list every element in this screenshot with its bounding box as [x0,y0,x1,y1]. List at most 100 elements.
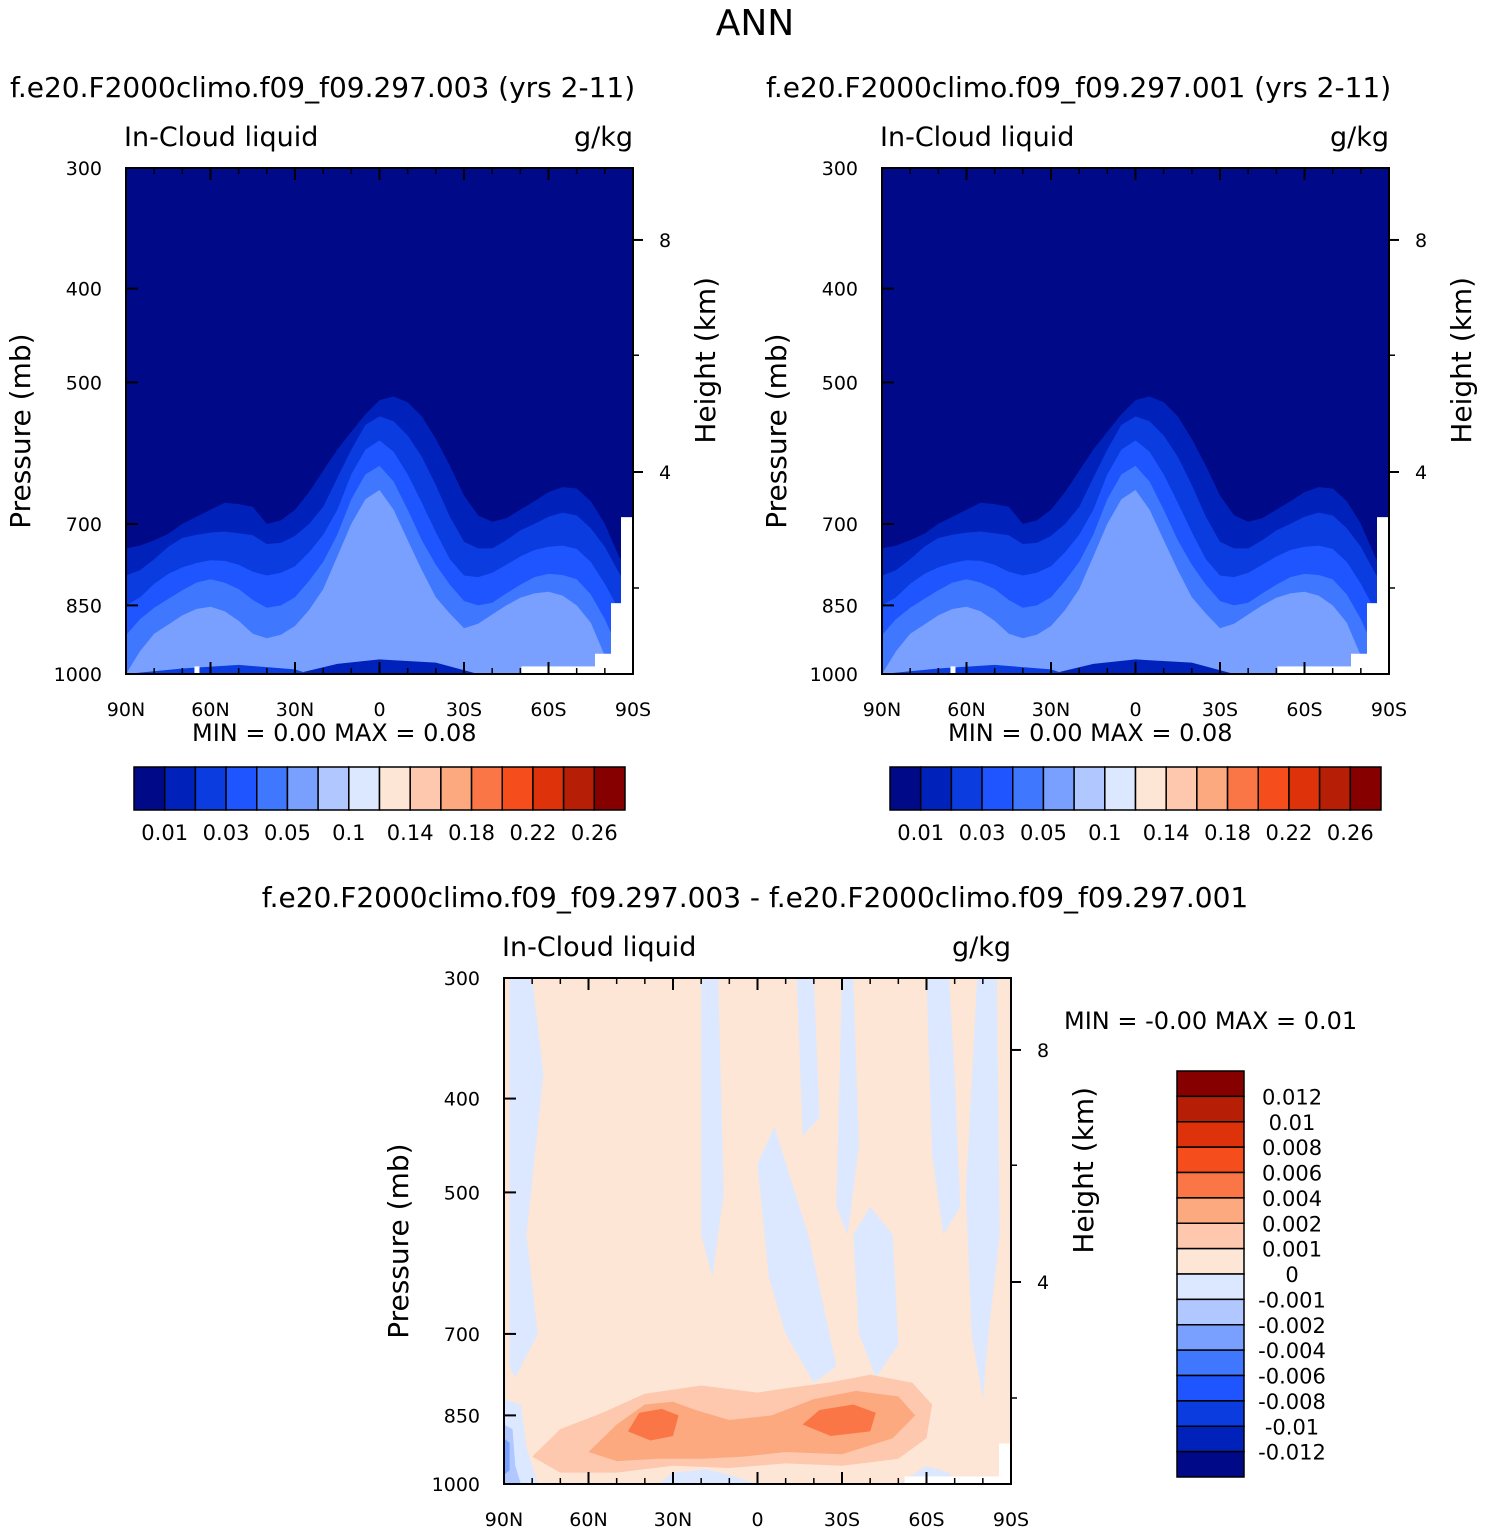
missing-data-region [1351,653,1367,674]
colorbar-label: 0.26 [571,821,618,845]
y-tick-label: 300 [822,158,858,180]
y-tick-label: 850 [444,1405,480,1427]
colorbar-box [1176,1070,1245,1098]
colorbar-box [409,766,442,811]
colorbar-label: 0.14 [387,821,434,845]
colorbar-box [348,766,381,811]
colorbar-label: -0.004 [1258,1339,1326,1363]
colorbar-box [1165,766,1198,811]
x-tick-label: 30S [824,1509,860,1531]
colorbar-case-003: 0.01 0.03 0.05 0.1 0.14 0.18 0.22 0.26 [133,766,626,845]
colorbar-box [1257,766,1290,811]
x-tick-label: 60S [530,699,566,721]
colorbar-label: 0 [1285,1263,1298,1287]
colorbar-label: 0.18 [448,821,495,845]
colorbar-label: 0.01 [1269,1111,1316,1135]
colorbar-label: 0.05 [1020,821,1067,845]
colorbar-label: 0.01 [897,821,944,845]
variable-label: In-Cloud liquid [880,122,1074,153]
colorbar-case-001: 0.01 0.03 0.05 0.1 0.14 0.18 0.22 0.26 [889,766,1382,845]
y2-tick-label: 4 [659,462,671,484]
colorbar-label: 0.001 [1262,1238,1322,1262]
colorbar-box [501,766,534,811]
negative-anomaly-region [965,978,1000,1400]
colorbar-box [1176,1324,1245,1351]
colorbar-box [1349,766,1382,811]
y-tick-label: 700 [822,514,858,536]
x-tick-label: 60S [908,1509,944,1531]
x-tick-label: 60S [1286,699,1322,721]
colorbar-box [1073,766,1106,811]
panel-title-case-001: f.e20.F2000climo.f09_f09.297.001 (yrs 2-… [766,71,1392,104]
colorbar-box [470,766,503,811]
x-tick-label: 30N [276,699,314,721]
y2-axis-label: Height (km) [1067,1087,1100,1254]
negative-anomaly-region [836,978,859,1235]
y-tick-label: 700 [66,514,102,536]
colorbar-box [981,766,1014,811]
colorbar-label: 0.22 [1266,821,1313,845]
units-label: g/kg [574,122,633,153]
min-max-text: MIN = 0.00 MAX = 0.08 [948,719,1233,747]
surface-dark-band [1051,659,1235,674]
y-tick-label: 500 [444,1182,480,1204]
x-tick-label: 60N [191,699,229,721]
min-max-text: MIN = 0.00 MAX = 0.08 [192,719,477,747]
colorbar-box [163,766,197,811]
negative-anomaly-region [926,978,961,1235]
negative-anomaly-region [757,1126,837,1383]
colorbar-box [286,766,319,811]
missing-data-region [521,666,598,674]
colorbar-box [950,766,983,811]
colorbar-box [1176,1374,1245,1402]
x-tick-label: 30N [654,1509,692,1531]
colorbar-box [1176,1247,1245,1275]
y2-axis-label: Height (km) [689,277,722,444]
colorbar-label: 0.14 [1143,821,1190,845]
colorbar-box [440,766,473,811]
missing-data-region [611,603,621,674]
colorbar-box [1288,766,1321,811]
negative-anomaly-region [701,978,724,1278]
missing-data-region [595,653,611,674]
colorbar-box [133,766,166,811]
y-axis-label: Pressure (mb) [4,333,37,528]
colorbar-box [532,766,565,811]
colorbar-label: -0.006 [1258,1365,1326,1389]
surface-dark-band [295,659,479,674]
main-title: ANN [715,3,795,44]
colorbar-label: 0.22 [510,821,557,845]
colorbar-box [1176,1349,1245,1377]
x-tick-label: 30S [1202,699,1238,721]
colorbar-label: 0.05 [264,821,311,845]
missing-data-region [1367,603,1377,674]
missing-data-region [999,1443,1011,1484]
y-tick-label: 700 [444,1324,480,1346]
colorbar-box [378,766,411,811]
colorbar-box [1104,766,1137,811]
colorbar-box [1176,1450,1245,1478]
colorbar-label: -0.008 [1258,1390,1326,1414]
variable-label: In-Cloud liquid [502,932,696,963]
x-tick-label: 60N [947,699,985,721]
axes-case-001: 90N 60N 30N 0 30S 60S 90S 300 400 500 700 850 1000 8 4… [760,122,1478,721]
colorbar-box [1176,1400,1245,1427]
missing-data-region [1277,666,1354,674]
surface-band-nh [126,664,310,674]
y-tick-label: 500 [66,372,102,394]
colorbar-label: 0.03 [959,821,1006,845]
colorbar-box [1176,1197,1245,1224]
x-tick-label: 30N [1032,699,1070,721]
colorbar-box [1176,1298,1245,1326]
positive-anomaly-region [802,1404,876,1436]
y-tick-label: 300 [444,968,480,990]
y-tick-label: 850 [66,595,102,617]
surface-band-nh [882,664,1066,674]
y2-tick-label: 8 [659,230,671,252]
colorbar-label: 0.26 [1327,821,1374,845]
colorbar-label: 0.01 [141,821,188,845]
colorbar-label: -0.001 [1258,1288,1326,1312]
y-axis-label: Pressure (mb) [760,333,793,528]
x-tick-label: 90S [615,699,651,721]
